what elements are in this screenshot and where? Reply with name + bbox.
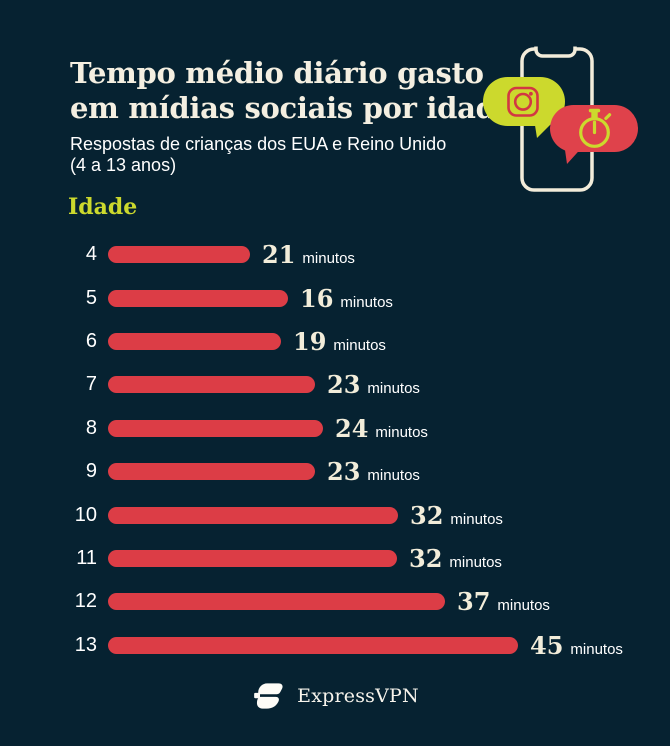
minutes-unit: minutos: [375, 423, 428, 441]
chart-row: 5 16 minutos: [0, 276, 670, 319]
age-axis-label: Idade: [68, 194, 138, 220]
page-subtitle: Respostas de crianças dos EUA e Reino Un…: [70, 134, 446, 176]
phone-notch: [534, 46, 577, 58]
bar: [108, 636, 518, 654]
instagram-icon: [507, 86, 539, 117]
minutes-unit: minutos: [302, 250, 355, 268]
stopwatch-icon: [579, 108, 612, 148]
value-label: 37 minutos: [457, 587, 550, 616]
minutes-unit: minutos: [367, 380, 420, 398]
bar: [108, 593, 445, 611]
minutes-value: 24: [335, 413, 369, 443]
value-label: 19 minutos: [293, 327, 386, 356]
age-label: 7: [85, 373, 97, 396]
chart-row: 10 32 minutos: [0, 493, 670, 536]
bar: [108, 549, 397, 567]
page-subtitle-line1: Respostas de crianças dos EUA e Reino Un…: [70, 134, 447, 154]
value-label: 21 minutos: [262, 240, 355, 269]
page-title-line1: Tempo médio diário gasto: [70, 56, 484, 90]
chart-row: 4 21 minutos: [0, 233, 670, 276]
phone-social-media-icon: [483, 46, 638, 192]
age-label: 12: [74, 590, 97, 613]
value-label: 16 minutos: [300, 284, 393, 313]
minutes-value: 16: [300, 283, 334, 313]
bar: [108, 506, 398, 524]
minutes-value: 21: [262, 240, 296, 270]
instagram-speech-bubble: [483, 77, 565, 138]
bar: [108, 463, 315, 481]
minutes-unit: minutos: [450, 510, 503, 528]
minutes-value: 23: [327, 457, 361, 487]
bar: [108, 246, 250, 264]
chart-row: 6 19 minutos: [0, 320, 670, 363]
value-label: 45 minutos: [530, 631, 623, 660]
chart-row: 7 23 minutos: [0, 363, 670, 406]
page-title: Tempo médio diário gasto em mídias socia…: [70, 56, 514, 126]
age-label: 13: [74, 633, 97, 656]
minutes-value: 32: [410, 500, 444, 530]
bar-chart: 4 21 minutos 5 16 minutos 6 19 minutos 7 23…: [0, 233, 670, 667]
age-label: 5: [85, 286, 97, 309]
minutes-unit: minutos: [367, 467, 420, 485]
minutes-value: 23: [327, 370, 361, 400]
value-label: 23 minutos: [327, 370, 420, 399]
minutes-value: 37: [457, 587, 491, 617]
page-title-line2: em mídias sociais por idade: [70, 91, 514, 125]
expressvpn-logo-icon: [254, 683, 283, 709]
age-label: 11: [76, 546, 97, 569]
bar: [108, 419, 323, 437]
minutes-value: 19: [293, 326, 327, 356]
value-label: 32 minutos: [410, 501, 503, 530]
minutes-unit: minutos: [333, 336, 386, 354]
chart-row: 8 24 minutos: [0, 407, 670, 450]
minutes-unit: minutos: [570, 640, 623, 658]
age-label: 10: [74, 503, 97, 526]
bar: [108, 332, 281, 350]
value-label: 23 minutos: [327, 457, 420, 486]
age-label: 4: [85, 243, 97, 266]
value-label: 32 minutos: [409, 544, 502, 573]
age-label: 6: [85, 329, 97, 352]
footer-brand: ExpressVPN: [0, 680, 670, 712]
bar: [108, 376, 315, 394]
minutes-unit: minutos: [340, 293, 393, 311]
chart-row: 13 45 minutos: [0, 624, 670, 667]
minutes-unit: minutos: [497, 597, 550, 615]
age-label: 9: [85, 460, 97, 483]
age-label: 8: [85, 416, 97, 439]
page-subtitle-line2: (4 a 13 anos): [70, 155, 177, 175]
value-label: 24 minutos: [335, 414, 428, 443]
phone-illustration: [470, 35, 660, 205]
timer-speech-bubble: [550, 105, 638, 164]
expressvpn-wordmark: ExpressVPN: [297, 685, 419, 707]
chart-row: 12 37 minutos: [0, 580, 670, 623]
bar: [108, 289, 288, 307]
minutes-value: 32: [409, 543, 443, 573]
chart-row: 11 32 minutos: [0, 537, 670, 580]
minutes-value: 45: [530, 630, 564, 660]
minutes-unit: minutos: [449, 553, 502, 571]
chart-row: 9 23 minutos: [0, 450, 670, 493]
